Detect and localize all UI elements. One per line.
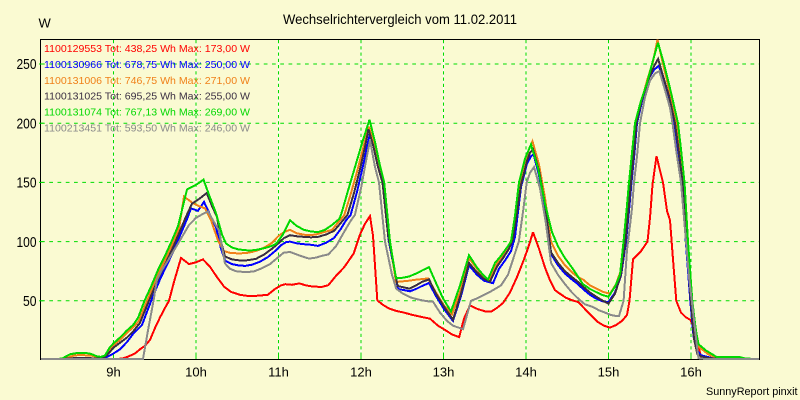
svg-text:1100129553 Tot: 438,25 Wh Max:: 1100129553 Tot: 438,25 Wh Max: 173,00 W — [44, 43, 250, 55]
svg-text:50: 50 — [23, 293, 37, 310]
svg-text:SunnyReport pinxit: SunnyReport pinxit — [706, 386, 798, 398]
svg-text:1100131074 Tot: 767,13 Wh Max:: 1100131074 Tot: 767,13 Wh Max: 269,00 W — [44, 107, 250, 119]
svg-text:9h: 9h — [106, 365, 120, 380]
svg-text:14h: 14h — [515, 365, 537, 380]
svg-text:Wechselrichtervergleich vom 11: Wechselrichtervergleich vom 11.02.2011 — [283, 11, 517, 27]
svg-text:W: W — [39, 16, 52, 31]
svg-text:11h: 11h — [268, 365, 289, 380]
svg-text:16h: 16h — [680, 365, 702, 380]
svg-text:250: 250 — [17, 56, 37, 73]
svg-text:200: 200 — [17, 115, 37, 132]
svg-text:1100131006 Tot: 746,75 Wh Max:: 1100131006 Tot: 746,75 Wh Max: 271,00 W — [44, 75, 250, 87]
svg-text:1100213451 Tot: 593,50 Wh Max:: 1100213451 Tot: 593,50 Wh Max: 246,00 W — [44, 123, 250, 135]
svg-text:10h: 10h — [185, 365, 207, 380]
svg-text:15h: 15h — [598, 365, 620, 380]
svg-text:150: 150 — [17, 175, 37, 192]
svg-text:1100131025 Tot: 695,25 Wh Max:: 1100131025 Tot: 695,25 Wh Max: 255,00 W — [44, 91, 250, 103]
svg-text:1100130966 Tot: 678,75 Wh Max:: 1100130966 Tot: 678,75 Wh Max: 250,00 W — [44, 59, 250, 71]
svg-text:12h: 12h — [350, 365, 372, 380]
svg-text:100: 100 — [17, 234, 37, 251]
svg-text:13h: 13h — [433, 365, 455, 380]
